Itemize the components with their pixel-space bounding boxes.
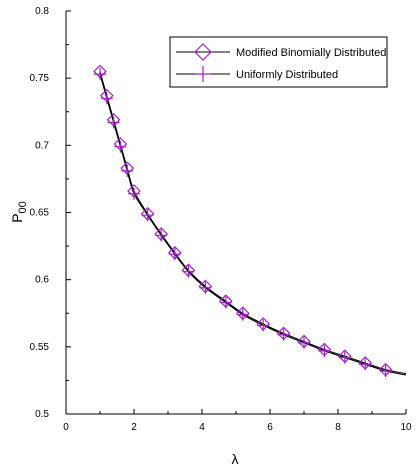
data-point-plus-icon	[298, 336, 310, 349]
svg-text:P00: P00	[9, 201, 29, 223]
data-point-plus-icon	[359, 358, 372, 371]
data-point-plus-icon	[155, 229, 168, 242]
x-tick-label: 4	[199, 422, 205, 433]
legend-box	[169, 36, 388, 88]
data-point-plus-icon	[318, 344, 331, 357]
x-tick-label: 0	[63, 422, 69, 433]
data-point-plus-icon	[199, 281, 212, 294]
data-point-plus-icon	[219, 296, 232, 309]
x-tick-label: 10	[400, 422, 412, 433]
y-tick-label: 0.8	[35, 6, 49, 17]
data-point-plus-icon	[168, 248, 181, 261]
legend-plus-icon	[195, 66, 211, 82]
series-line	[99, 73, 407, 376]
series-layer	[93, 64, 407, 378]
y-tick-label: 0.5	[35, 409, 49, 420]
data-point-plus-icon	[236, 308, 249, 321]
y-tick-label: 0.55	[30, 342, 50, 353]
data-point-plus-icon	[379, 365, 392, 378]
legend-label: Uniformly Distributed	[236, 69, 338, 81]
data-point-plus-icon	[141, 209, 154, 222]
data-point-plus-icon	[114, 140, 127, 153]
x-tick-label: 6	[267, 422, 273, 433]
series-2	[99, 73, 407, 376]
series-line	[99, 71, 407, 375]
data-point-plus-icon	[128, 187, 140, 200]
data-point-plus-icon	[121, 164, 134, 177]
y-tick-label: 0.65	[30, 208, 50, 219]
data-point-plus-icon	[94, 68, 106, 81]
data-point-plus-icon	[257, 319, 270, 332]
series-markers-2	[94, 68, 392, 378]
legend-label: Modified Binomially Distributed	[236, 47, 386, 59]
series-markers-1	[93, 64, 393, 377]
y-axis-title-main: P	[9, 213, 25, 222]
legend-diamond-icon	[194, 43, 212, 61]
y-tick-label: 0.75	[30, 73, 50, 84]
data-point-plus-icon	[277, 328, 290, 341]
y-axis-title-sub: 00	[17, 201, 29, 213]
x-axis-title: λ	[232, 451, 239, 467]
data-point-plus-icon	[100, 92, 113, 105]
x-tick-label: 2	[131, 422, 137, 433]
ticks: 0 2 4 6 8 10 0.5 0.55 0.6 0.65 0.7 0.75 0.8	[30, 6, 412, 433]
y-tick-label: 0.7	[35, 140, 49, 151]
legend: Modified Binomially Distributed Uniformly…	[169, 36, 388, 88]
data-point-plus-icon	[338, 351, 351, 364]
x-tick-label: 8	[335, 422, 341, 433]
series-1	[99, 71, 407, 375]
data-point-plus-icon	[107, 116, 120, 129]
y-tick-label: 0.6	[35, 275, 49, 286]
y-axis-title: P00	[9, 201, 29, 223]
data-point-plus-icon	[182, 265, 195, 278]
